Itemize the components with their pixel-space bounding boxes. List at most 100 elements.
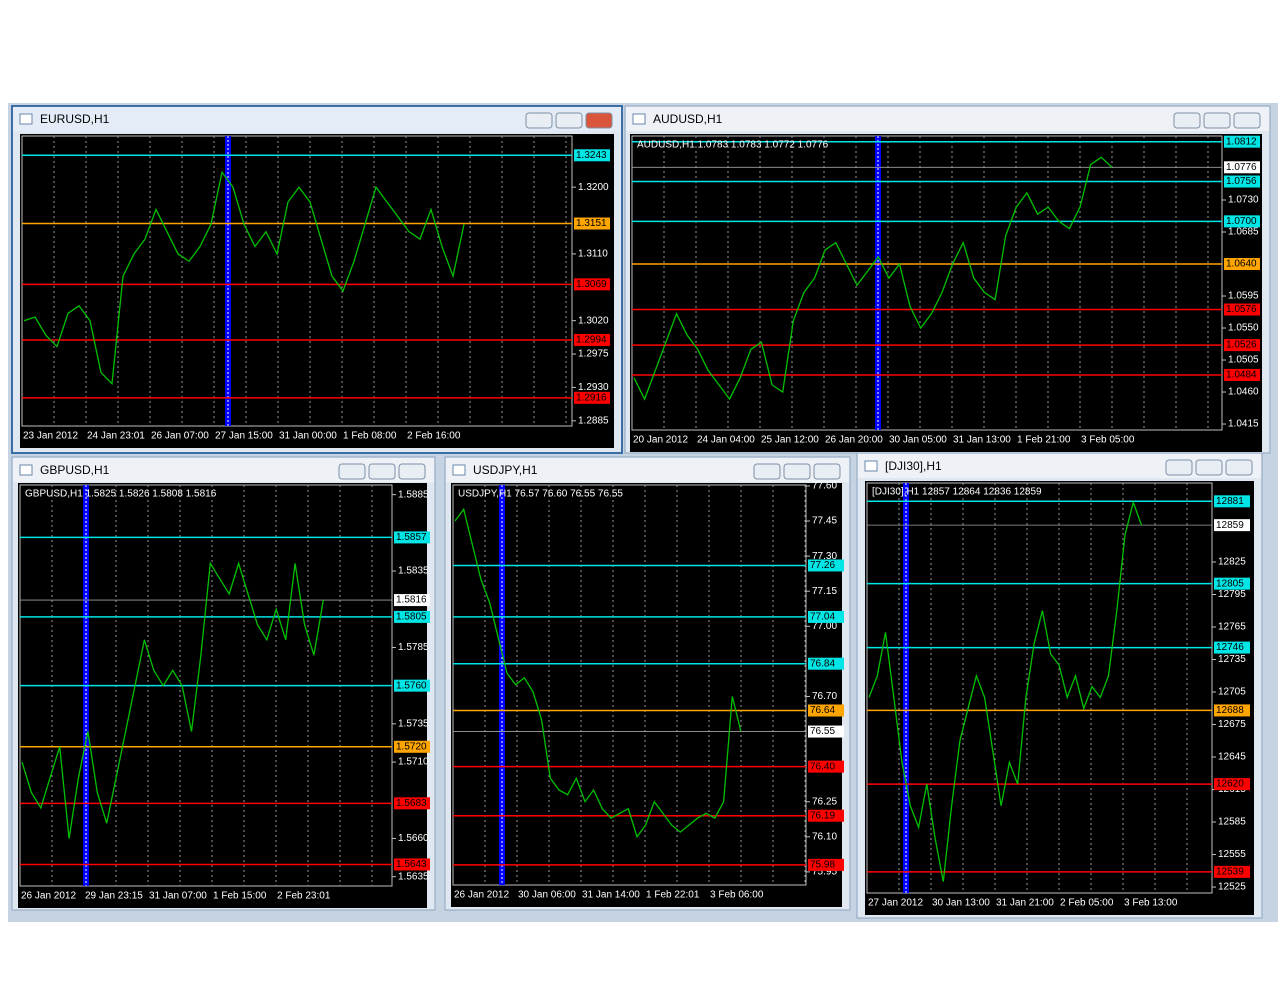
level-label-box — [1224, 135, 1260, 148]
level-label: 12746 — [1216, 642, 1244, 653]
x-tick-label: 31 Jan 00:00 — [279, 431, 337, 442]
chart-window: [DJI30],H1 12825 12795 12765 12735 12705 12675… — [856, 452, 1263, 919]
chart-panel — [630, 134, 1262, 452]
chart-panel — [20, 134, 614, 448]
level-label: 76.19 — [810, 810, 835, 821]
level-label-box — [1224, 215, 1260, 228]
level-label: 76.84 — [810, 658, 835, 669]
x-tick-label: 25 Jan 12:00 — [761, 435, 819, 446]
window-icon — [452, 464, 466, 476]
x-tick-label: 26 Jan 2012 — [21, 891, 76, 902]
y-tick-label: 1.5735 — [398, 718, 429, 729]
level-label: 1.3069 — [576, 279, 607, 290]
current-price-label: 1.0776 — [1226, 162, 1257, 173]
symbol-info: USDJPY,H1 76.57 76.60 76.55 76.55 — [458, 489, 623, 500]
window-title: GBPUSD,H1 — [40, 463, 110, 477]
symbol-info: AUDUSD,H1 1.0783 1.0783 1.0772 1.0776 — [637, 140, 829, 151]
level-label-box — [574, 149, 610, 162]
x-tick-label: 3 Feb 05:00 — [1081, 435, 1135, 446]
x-tick-label: 23 Jan 2012 — [23, 431, 78, 442]
restore-button[interactable] — [1203, 112, 1231, 129]
level-label-box — [808, 760, 844, 773]
price-line — [21, 561, 324, 839]
y-tick-label: 77.15 — [812, 586, 837, 597]
x-tick-label: 1 Feb 15:00 — [213, 891, 267, 902]
y-tick-label: 1.0415 — [1228, 419, 1259, 430]
y-tick-label: 1.2885 — [578, 415, 609, 426]
x-tick-label: 24 Jan 23:01 — [87, 431, 145, 442]
level-label-box — [1224, 258, 1260, 271]
level-label-box — [394, 679, 430, 692]
minimize-button[interactable] — [1165, 459, 1193, 476]
x-tick-label: 2 Feb 16:00 — [407, 431, 461, 442]
plot-frame — [452, 484, 807, 886]
level-label: 12881 — [1216, 496, 1244, 507]
level-label: 12805 — [1216, 578, 1244, 589]
level-label: 76.64 — [810, 705, 835, 716]
chart-panel — [18, 483, 427, 908]
title-bar — [858, 454, 1261, 478]
level-label-box — [1214, 704, 1250, 717]
level-label-box — [394, 610, 430, 623]
level-label-box — [1224, 339, 1260, 352]
y-tick-label: 1.5885 — [398, 489, 429, 500]
chart-panel — [451, 483, 842, 907]
restore-button[interactable] — [555, 112, 583, 129]
level-label-box — [1224, 175, 1260, 188]
x-tick-label: 31 Jan 21:00 — [996, 898, 1054, 909]
window-title: [DJI30],H1 — [885, 459, 942, 473]
minimize-button[interactable] — [525, 112, 553, 129]
y-tick-label: 1.3110 — [578, 249, 608, 260]
current-price-box — [1224, 161, 1260, 174]
level-label-box — [808, 809, 844, 822]
level-label: 12688 — [1216, 705, 1244, 716]
y-tick-label: 1.2975 — [578, 349, 609, 360]
y-tick-label: 12705 — [1218, 687, 1246, 698]
level-label: 76.40 — [810, 761, 835, 772]
y-tick-label: 1.0595 — [1228, 291, 1259, 302]
level-label: 1.5857 — [396, 532, 427, 543]
y-tick-label: 77.30 — [812, 551, 837, 562]
level-label: 1.0576 — [1226, 304, 1257, 315]
y-tick-label: 12675 — [1218, 719, 1246, 730]
window-title: USDJPY,H1 — [473, 463, 538, 477]
level-label: 12620 — [1216, 779, 1244, 790]
restore-button[interactable] — [783, 463, 811, 480]
level-label: 12539 — [1216, 867, 1244, 878]
restore-button[interactable] — [368, 463, 396, 480]
y-tick-label: 1.0685 — [1228, 227, 1259, 238]
level-label-box — [394, 740, 430, 753]
level-label-box — [574, 278, 610, 291]
symbol-info: GBPUSD,H1 1.5825 1.5826 1.5808 1.5816 — [25, 489, 217, 500]
price-line — [633, 156, 1113, 401]
y-tick-label: 76.70 — [812, 691, 837, 702]
minimize-button[interactable] — [1173, 112, 1201, 129]
close-button[interactable] — [1233, 112, 1261, 129]
symbol-info: [DJI30],H1 12857 12864 12836 12859 — [872, 487, 1042, 498]
y-tick-label: 1.5835 — [398, 566, 429, 577]
level-label: 1.3243 — [576, 150, 607, 161]
y-tick-label: 77.45 — [812, 516, 837, 527]
y-tick-label: 12585 — [1218, 817, 1246, 828]
current-price-box — [808, 725, 844, 738]
restore-button[interactable] — [1195, 459, 1223, 476]
minimize-button[interactable] — [338, 463, 366, 480]
close-button[interactable] — [585, 112, 613, 129]
minimize-button[interactable] — [753, 463, 781, 480]
x-tick-label: 1 Feb 22:01 — [646, 890, 700, 901]
x-tick-label: 31 Jan 14:00 — [582, 890, 640, 901]
level-label-box — [808, 704, 844, 717]
window-icon — [864, 460, 878, 472]
x-tick-label: 1 Feb 21:00 — [1017, 435, 1071, 446]
level-label: 1.5760 — [396, 680, 427, 691]
current-price-label: 76.55 — [810, 726, 835, 737]
close-button[interactable] — [398, 463, 426, 480]
close-button[interactable] — [813, 463, 841, 480]
x-tick-label: 30 Jan 06:00 — [518, 890, 576, 901]
level-label-box — [808, 559, 844, 572]
close-button[interactable] — [1225, 459, 1253, 476]
level-label-box — [1214, 778, 1250, 791]
chart-window: EURUSD,H11.32001.31101.30201.29751.29301… — [11, 105, 623, 454]
y-tick-label: 1.3020 — [578, 315, 609, 326]
level-label-box — [1224, 303, 1260, 316]
